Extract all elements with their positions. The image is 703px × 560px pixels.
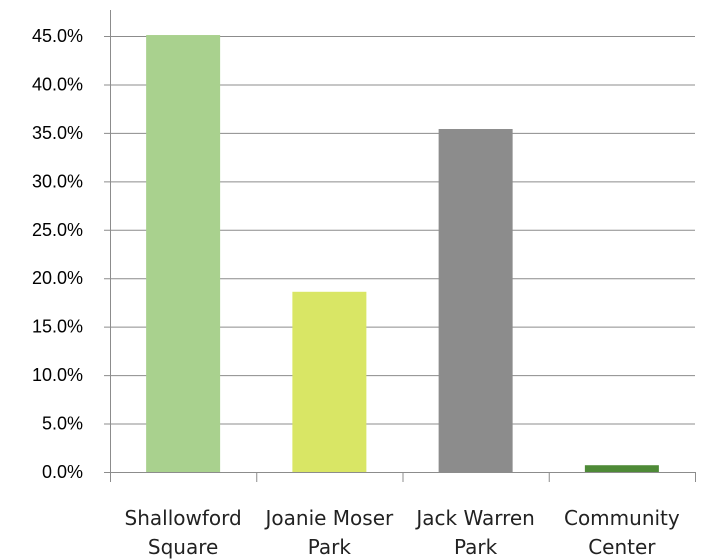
bar — [146, 35, 221, 472]
bars — [146, 35, 659, 472]
bar — [438, 129, 513, 472]
bar — [292, 291, 367, 472]
y-tick-label: 35.0% — [32, 123, 83, 143]
x-category-label: Jack Warren — [414, 506, 534, 530]
y-tick-label: 15.0% — [32, 317, 83, 337]
x-category-label: Joanie Moser — [264, 506, 395, 530]
x-category-label: Shallowford — [125, 506, 242, 530]
x-axis-category-labels: Shallowford Square Joanie Moser Park Jack Wa… — [125, 506, 680, 559]
y-tick-label: 10.0% — [32, 365, 83, 385]
y-tick-label: 45.0% — [32, 26, 83, 46]
x-category-label: Center — [588, 535, 656, 559]
y-tick-label: 30.0% — [32, 171, 83, 191]
axes — [104, 10, 696, 482]
x-category-label: Community — [564, 506, 680, 530]
bar — [584, 465, 659, 472]
y-tick-label: 40.0% — [32, 74, 83, 94]
y-tick-label: 20.0% — [32, 268, 83, 288]
x-category-label: Park — [308, 535, 352, 559]
y-axis-tick-labels: 0.0% 5.0% 10.0% 15.0% 20.0% 25.0% 30.0% 35.0% 40… — [32, 26, 83, 482]
x-category-label: Park — [454, 535, 498, 559]
y-tick-label: 5.0% — [42, 414, 83, 434]
x-category-label: Square — [148, 535, 218, 559]
y-tick-label: 25.0% — [32, 220, 83, 240]
y-tick-label: 0.0% — [42, 462, 83, 482]
